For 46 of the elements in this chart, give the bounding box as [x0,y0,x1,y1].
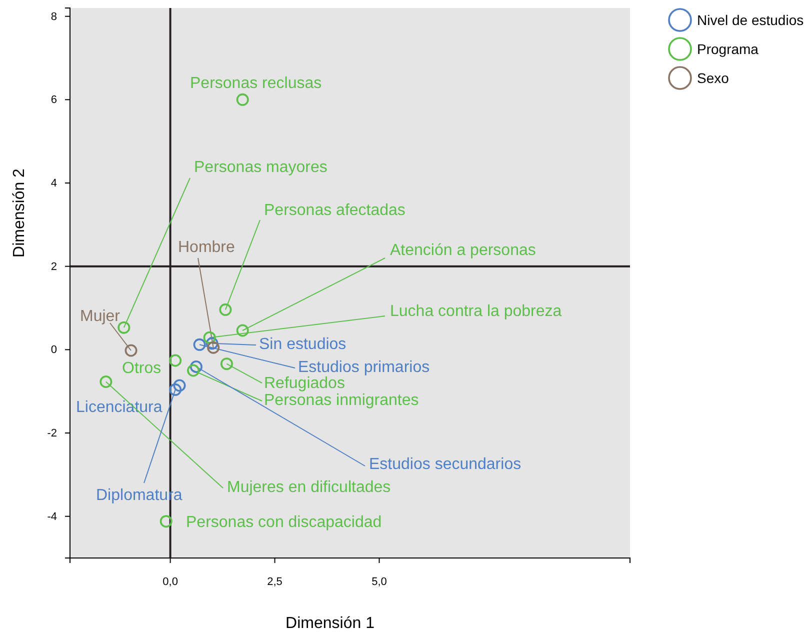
annotation: Personas mayores [194,159,328,176]
x-tick-label: 5,0 [372,576,387,588]
point [203,331,216,344]
annotation: Mujer [80,308,121,325]
point [193,338,206,351]
annotation: Personas reclusas [190,75,322,92]
point [220,358,233,370]
annotation: Lucha contra la pobreza [390,303,562,320]
point [187,364,200,377]
point [100,376,112,388]
annotation: Atención a personas [390,242,536,259]
point [236,324,249,337]
y-axis-title: Dimensión 2 [11,168,28,258]
annotation: Refugiados [264,375,345,392]
point [219,303,232,316]
point [124,344,138,357]
y-tick-label: 4 [50,178,57,190]
point [173,379,186,392]
point [206,337,218,350]
x-tick-label: 0,0 [162,576,178,588]
annotation: Personas afectadas [264,202,406,219]
point [169,383,182,396]
point [190,360,202,373]
point [207,341,220,354]
point [169,354,182,367]
y-tick-label: 0 [50,344,57,356]
annotation: Estudios secundarios [369,456,522,473]
y-tick-label: 6 [50,94,57,106]
legend-label: Programa [697,41,759,57]
point [236,93,249,106]
annotation: Mujeres en dificultades [227,479,391,496]
annotation: Hombre [178,239,236,256]
legend-label: Nivel de estudios [697,12,804,28]
annotation: Personas con discapacidad [186,514,382,531]
annotation: Sin estudios [259,336,346,353]
annotation: Otros [122,360,162,377]
annotation: Estudios primarios [298,359,430,376]
y-tick-label: 8 [50,10,57,23]
y-tick-label: -4 [47,510,57,523]
point [160,515,172,528]
y-tick-label: -2 [47,428,57,440]
x-axis-title: Dimensión 1 [286,615,375,632]
annotation: Personas inmigrantes [264,392,419,409]
y-tick-label: 2 [50,260,57,273]
legend-label: Sexo [697,70,730,86]
x-tick-label: 2,5 [267,576,282,588]
